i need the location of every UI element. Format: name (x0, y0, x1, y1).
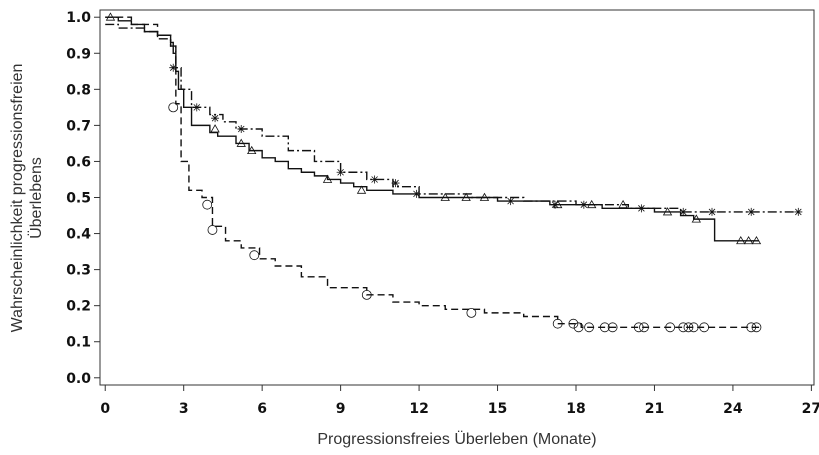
censor-marker (210, 124, 220, 133)
censor-marker (662, 207, 673, 216)
censor-marker (699, 322, 710, 333)
censor-marker (599, 322, 610, 333)
y-tick-label: 0.7 (66, 118, 91, 134)
censor-marker (683, 322, 694, 333)
censor-marker (743, 235, 754, 245)
censor-marker (639, 322, 649, 333)
y-tick-label: 0.4 (66, 227, 91, 243)
censor-marker (207, 225, 218, 235)
censor-marker (236, 138, 246, 147)
y-tick-label: 0.6 (66, 154, 91, 170)
x-tick-label: 21 (645, 401, 664, 417)
censor-marker (202, 199, 213, 210)
survival-curve (105, 23, 799, 213)
censor-marker (169, 63, 178, 72)
censor-marker (440, 192, 450, 201)
censor-marker (552, 318, 563, 329)
x-tick-label: 0 (100, 401, 110, 417)
censor-marker (637, 204, 646, 213)
censor-marker (691, 214, 701, 223)
censor-marker (249, 250, 260, 261)
censor-marker (573, 322, 584, 333)
censor-marker (370, 175, 379, 184)
censor-marker (751, 322, 762, 333)
censor-marker (678, 322, 689, 333)
survival-curve (105, 16, 760, 329)
y-tick-label: 0.9 (66, 46, 91, 62)
y-tick-label: 0.0 (66, 371, 91, 387)
censor-marker (361, 289, 372, 300)
y-axis-title: Wahrscheinlichkeit progressionsfreien (9, 64, 26, 333)
censor-marker (568, 318, 579, 329)
censor-marker (336, 168, 345, 177)
censor-marker (794, 207, 803, 216)
censor-marker (391, 179, 400, 188)
y-tick-label: 0.2 (66, 299, 91, 315)
censor-marker (751, 235, 762, 245)
y-tick-label: 0.5 (66, 191, 91, 207)
x-tick-label: 27 (802, 401, 819, 417)
x-tick-label: 12 (409, 401, 428, 417)
censor-marker (356, 185, 367, 194)
survival-curve (105, 16, 760, 242)
censor-marker (665, 322, 676, 333)
x-tick-label: 6 (257, 401, 267, 417)
censor-marker (412, 189, 421, 198)
x-axis-title: Progressionsfreies Überleben (Monate) (317, 430, 596, 448)
censor-marker (607, 322, 618, 333)
censor-marker (506, 197, 515, 206)
y-axis-title: Überlebens (27, 157, 45, 239)
censor-marker (551, 200, 560, 209)
x-tick-label: 3 (179, 401, 189, 417)
censor-marker (168, 102, 179, 113)
censor-marker (708, 207, 716, 216)
censor-marker (237, 124, 246, 133)
x-tick-label: 24 (723, 401, 743, 417)
censor-marker (633, 322, 644, 333)
censor-marker (247, 145, 257, 155)
x-tick-label: 15 (488, 401, 507, 417)
y-tick-label: 1.0 (66, 10, 91, 26)
x-tick-label: 18 (566, 401, 585, 417)
censor-marker (211, 114, 220, 123)
censor-marker (322, 174, 333, 183)
y-tick-label: 0.3 (66, 263, 91, 279)
censor-marker (584, 322, 594, 333)
x-tick-label: 9 (336, 401, 346, 417)
censor-marker (192, 103, 201, 112)
censor-marker (461, 192, 471, 201)
censor-marker (679, 207, 688, 216)
y-tick-label: 0.8 (66, 82, 91, 98)
censor-marker (579, 200, 588, 209)
censor-marker (746, 322, 757, 333)
censor-marker (466, 307, 477, 318)
censor-marker (747, 207, 756, 216)
censor-marker (688, 322, 699, 333)
censor-marker (736, 235, 746, 245)
y-tick-label: 0.1 (66, 335, 91, 351)
